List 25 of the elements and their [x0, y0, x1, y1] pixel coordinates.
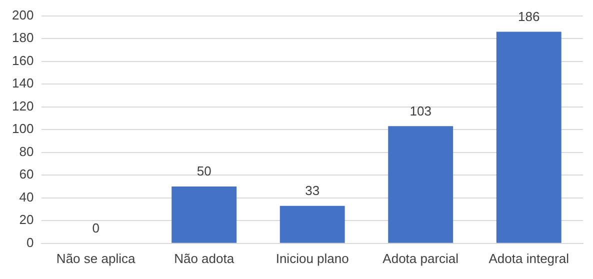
- y-tick-label: 40: [19, 189, 34, 204]
- data-label: 0: [92, 220, 100, 236]
- x-tick-label: Não se aplica: [56, 250, 136, 266]
- data-label: 186: [518, 8, 540, 24]
- y-tick-label: 140: [12, 76, 34, 91]
- x-tick-label: Adota parcial: [382, 250, 459, 266]
- bar: [388, 126, 454, 243]
- bar: [172, 186, 237, 243]
- y-tick-label: 20: [19, 212, 34, 228]
- y-tick-label: 200: [12, 7, 34, 22]
- x-tick-label: Iniciou plano: [276, 250, 349, 266]
- y-tick-label: 180: [12, 30, 34, 46]
- y-tick-label: 120: [12, 98, 34, 114]
- data-label: 33: [305, 182, 320, 198]
- data-label: 50: [196, 164, 212, 179]
- bar: [280, 206, 345, 243]
- y-tick-label: 160: [12, 52, 34, 68]
- y-tick-label: 80: [19, 144, 34, 159]
- bar: [496, 32, 562, 243]
- y-tick-label: 0: [26, 234, 34, 250]
- x-tick-label: Não adota: [174, 250, 235, 266]
- x-tick-label: Adota integral: [488, 250, 570, 266]
- y-tick-label: 60: [19, 166, 34, 182]
- data-label: 103: [410, 103, 432, 118]
- y-tick-label: 100: [12, 121, 34, 136]
